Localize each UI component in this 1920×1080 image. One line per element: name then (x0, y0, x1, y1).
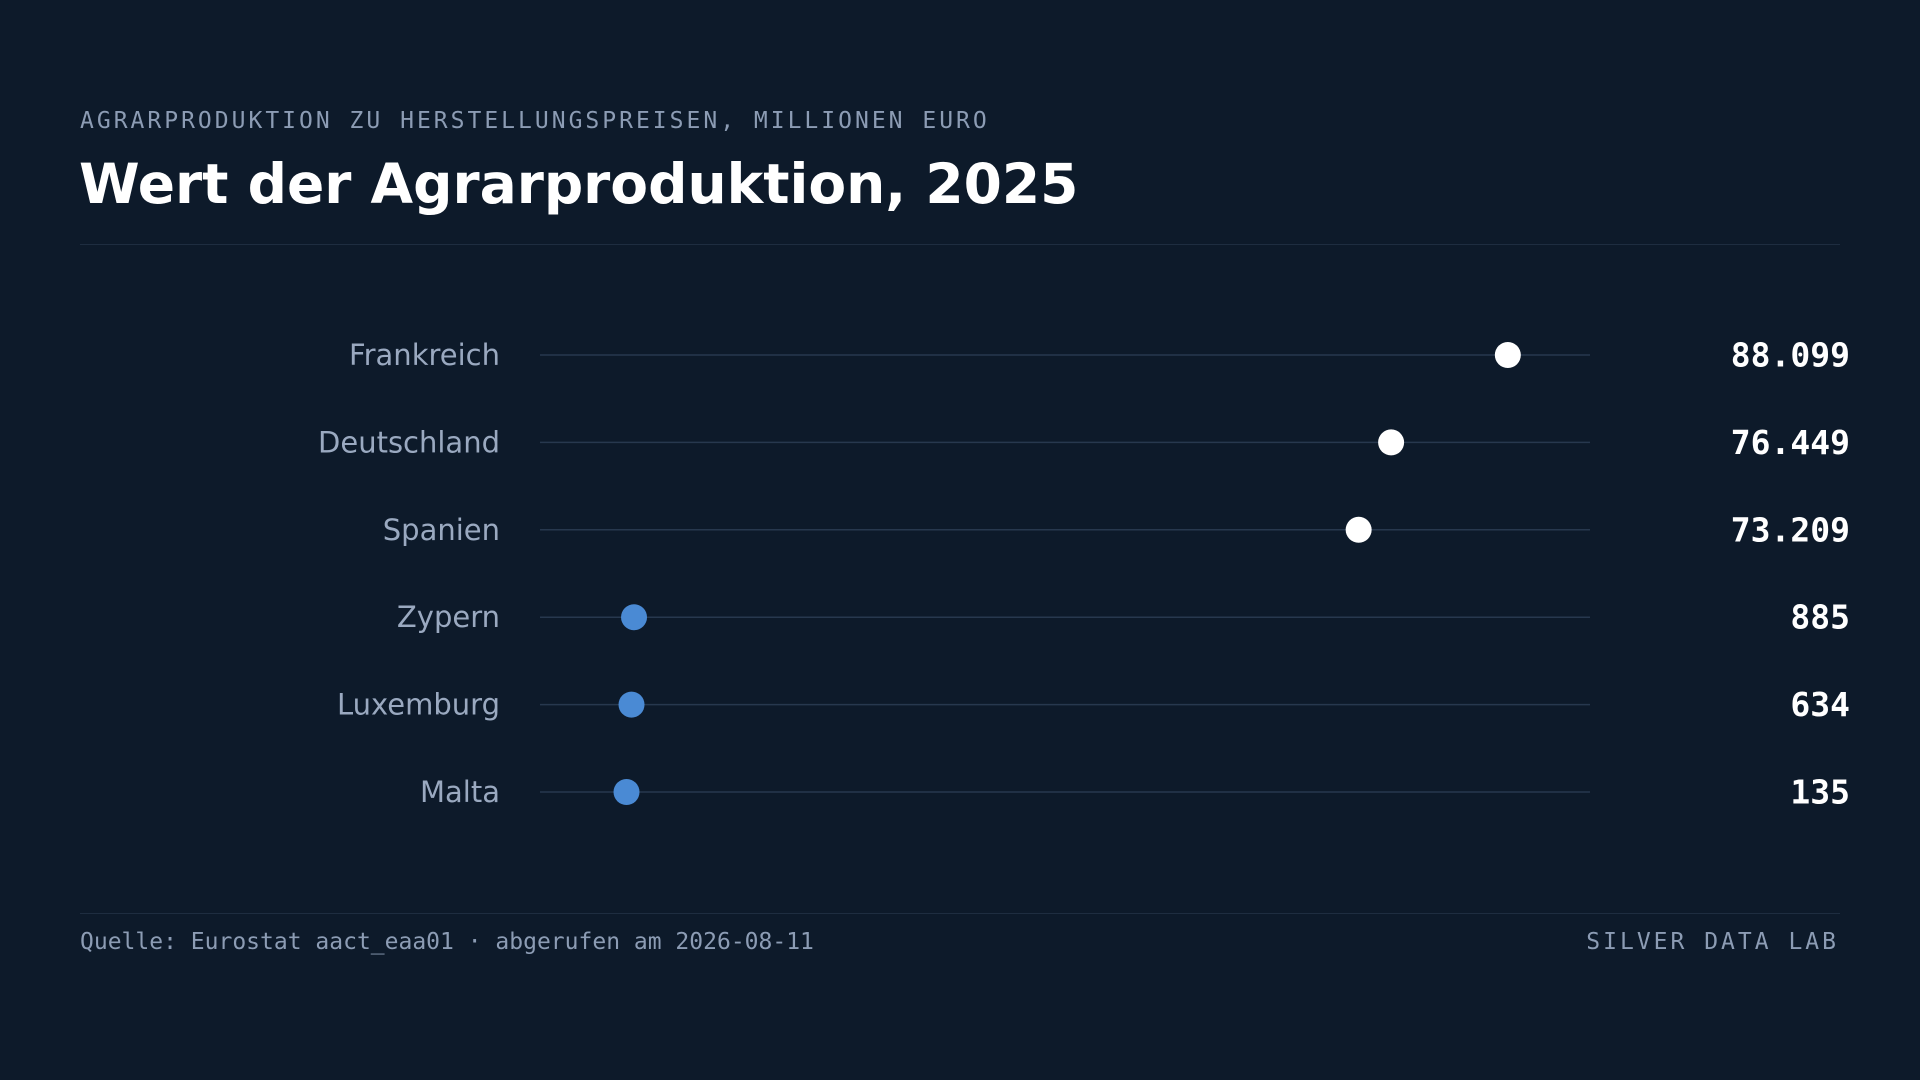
data-point (618, 691, 645, 718)
source-note: Quelle: Eurostat aact_eaa01 · abgerufen … (80, 929, 814, 955)
value-label: 73.209 (1731, 510, 1850, 549)
category-label: Frankreich (349, 338, 500, 372)
value-label: 885 (1790, 598, 1850, 637)
chart-title: Wert der Agrarproduktion, 2025 (79, 152, 1079, 216)
brand-label: SILVER DATA LAB (1586, 929, 1839, 955)
data-point (1345, 516, 1372, 543)
footer-divider (80, 913, 1840, 914)
category-label: Malta (420, 775, 500, 809)
value-label: 88.099 (1731, 336, 1850, 375)
category-label: Spanien (383, 513, 500, 547)
value-label: 634 (1790, 685, 1850, 724)
data-point (1378, 429, 1405, 456)
chart-row: Zypern 885 (397, 598, 1850, 637)
value-label: 135 (1790, 773, 1850, 812)
chart-row: Malta 135 (420, 773, 1850, 812)
chart-kicker: AGRARPRODUKTION ZU HERSTELLUNGSPREISEN, … (80, 108, 990, 134)
chart-row: Spanien 73.209 (383, 510, 1850, 549)
value-label: 76.449 (1731, 423, 1850, 462)
chart-row: Luxemburg 634 (337, 685, 1850, 724)
data-point (613, 779, 640, 805)
category-label: Luxemburg (337, 688, 500, 722)
category-label: Deutschland (318, 425, 500, 459)
category-label: Zypern (397, 600, 500, 634)
data-point (621, 604, 648, 631)
header-divider (80, 244, 1840, 245)
data-point (1494, 342, 1521, 368)
chart-row: Deutschland 76.449 (318, 423, 1850, 462)
chart-row: Frankreich 88.099 (349, 336, 1850, 375)
